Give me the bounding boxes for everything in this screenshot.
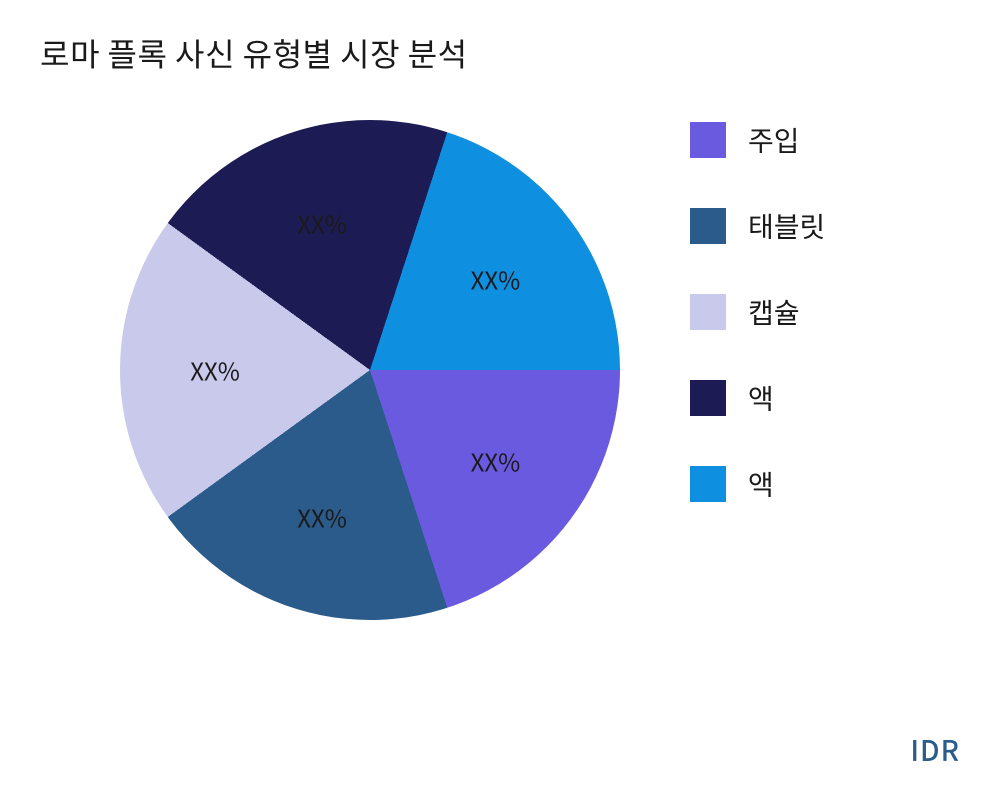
slice-pct-label: XX% [297,205,347,240]
slice-pct-label: XX% [471,444,521,479]
legend-label: 태블릿 [748,206,825,246]
legend-label: 액 [748,378,774,418]
legend-swatch [690,208,726,244]
legend-label: 주입 [748,120,800,160]
slice-pct-label: XX% [297,500,347,535]
legend-label: 액 [748,464,774,504]
legend-item: 액 [690,378,825,418]
legend-item: 액 [690,464,825,504]
legend-swatch [690,380,726,416]
legend-label: 캡슐 [748,292,800,332]
chart-title: 로마 플록 사신 유형별 시장 분석 [40,30,468,76]
legend-item: 주입 [690,120,825,160]
slice-pct-label: XX% [471,261,521,296]
legend-swatch [690,294,726,330]
pie-chart: XX% XX% XX% XX% XX% [120,120,620,620]
legend: 주입태블릿캡슐액액 [690,120,825,550]
legend-swatch [690,466,726,502]
legend-swatch [690,122,726,158]
legend-item: 태블릿 [690,206,825,246]
footer-brand: IDR [910,730,960,770]
legend-item: 캡슐 [690,292,825,332]
slice-pct-label: XX% [190,353,240,388]
